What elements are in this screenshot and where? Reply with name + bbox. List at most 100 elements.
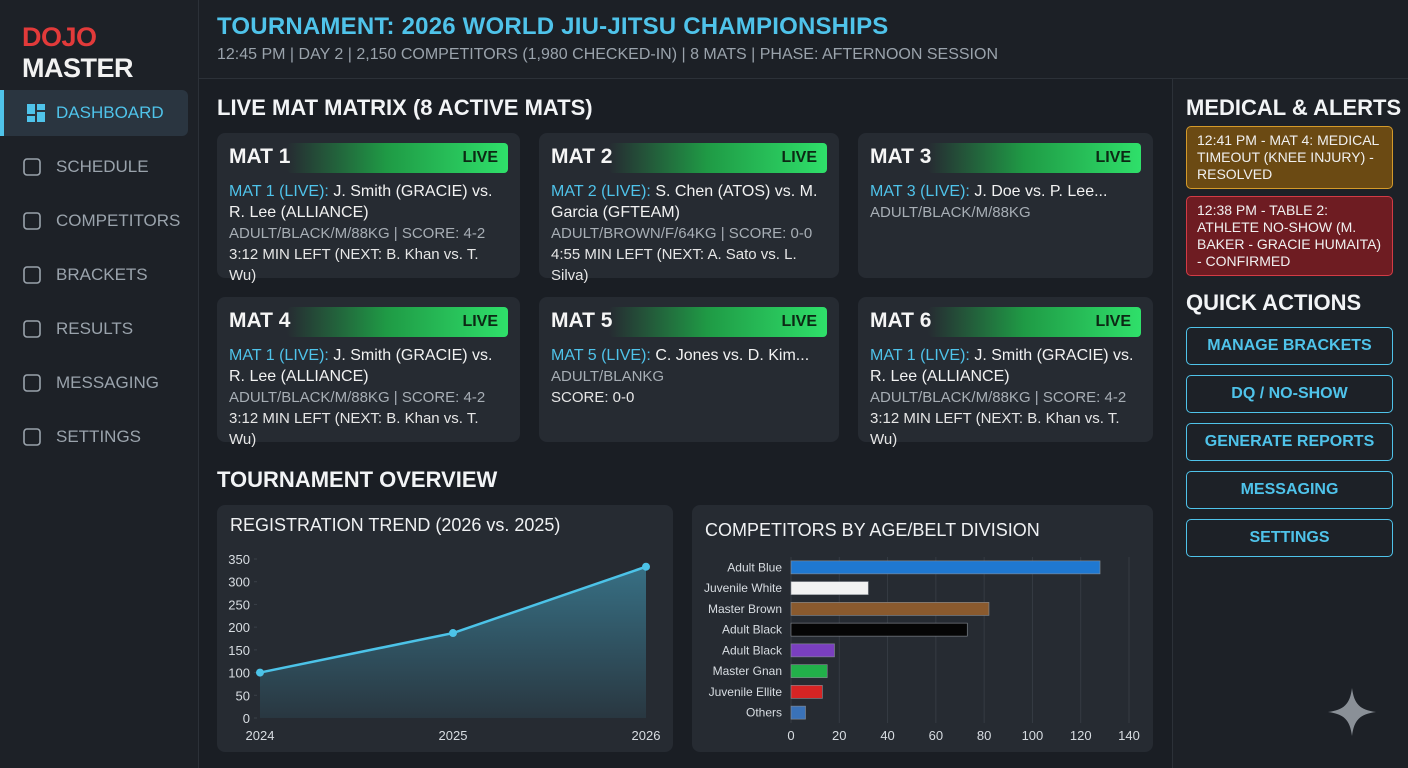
nav-item[interactable]: SCHEDULE <box>0 144 188 190</box>
match-detail: 3:12 MIN LEFT (NEXT: B. Khan vs. T. Wu) <box>229 246 479 284</box>
alert: 12:38 PM - TABLE 2: ATHLETE NO-SHOW (M. … <box>1186 196 1393 276</box>
y-tick-label: 350 <box>228 552 250 567</box>
y-tick-label: Others <box>746 706 782 720</box>
nav-label: SETTINGS <box>56 427 142 446</box>
match-line: MAT 1 (LIVE): J. Smith (GRACIE) vs. R. L… <box>870 345 1141 387</box>
sidebar: DOJO MASTER DASHBOARD SCHEDULE COMPETITORS… <box>0 0 199 768</box>
chart-title: COMPETITORS BY AGE/BELT DIVISION <box>705 520 1040 540</box>
nav-item[interactable]: RESULTS <box>0 306 188 352</box>
x-tick-label: 2026 <box>632 728 661 743</box>
mat-status: LIVE <box>462 313 498 330</box>
match-detail: ADULT/BLACK/M/88KG | SCORE: 4-2 <box>870 389 1127 406</box>
mat-status: LIVE <box>462 149 498 166</box>
match-text: J. Doe vs. P. Lee... <box>974 183 1108 200</box>
y-tick-label: 50 <box>236 688 250 703</box>
y-tick-label: Adult Black <box>722 623 783 637</box>
chart-panel: COMPETITORS BY AGE/BELT DIVISION 0 20 40 60 8… <box>692 505 1153 752</box>
nav-icon <box>23 212 41 230</box>
x-tick-label: 140 <box>1118 728 1140 743</box>
mat-card: MAT 6 LIVE MAT 1 (LIVE): J. Smith (GRACIE)… <box>858 297 1153 448</box>
section-title: MEDICAL & ALERTS <box>1186 95 1402 120</box>
y-tick-label: 300 <box>228 575 250 590</box>
nav-label: RESULTS <box>56 319 134 338</box>
match-lead: MAT 1 (LIVE): <box>870 347 970 364</box>
match-line: MAT 2 (LIVE): S. Chen (ATOS) vs. M. Garc… <box>551 181 827 223</box>
mat-card: MAT 5 LIVE MAT 5 (LIVE): C. Jones vs. D. K… <box>539 297 839 442</box>
point <box>449 629 457 638</box>
match-line: MAT 1 (LIVE): J. Smith (GRACIE) vs. R. L… <box>229 181 508 223</box>
quick-action-button[interactable]: SETTINGS <box>1186 519 1393 557</box>
match-detail: SCORE: 0-0 <box>551 389 635 406</box>
mat-name: MAT 3 <box>870 145 932 168</box>
icon-part <box>23 320 41 338</box>
mat-name: MAT 2 <box>551 145 613 168</box>
nav-item[interactable]: SETTINGS <box>0 414 188 460</box>
x-tick-label: 80 <box>977 728 991 743</box>
brand: DOJO MASTER <box>22 22 198 84</box>
brand-part: DOJO <box>22 22 97 52</box>
line-chart: REGISTRATION TREND (2026 vs. 2025) 0 50 100… <box>228 515 661 743</box>
x-tick-label: 120 <box>1070 728 1092 743</box>
nav-item[interactable]: BRACKETS <box>0 252 188 298</box>
card-header: MAT 3 LIVE <box>870 143 1141 173</box>
nav-icon <box>23 428 41 446</box>
nav-item[interactable]: MESSAGING <box>0 360 188 406</box>
quick-action-button[interactable]: MANAGE BRACKETS <box>1186 327 1393 365</box>
nav-icon <box>23 374 41 392</box>
point <box>642 562 650 571</box>
icon-part <box>23 266 41 284</box>
x-tick-label: 40 <box>880 728 894 743</box>
y-tick-label: 150 <box>228 643 250 658</box>
mat-status: LIVE <box>781 313 817 330</box>
y-tick-label: Juvenile White <box>704 581 782 595</box>
status-bar <box>928 307 1141 337</box>
bar <box>790 685 823 699</box>
match-detail: ADULT/BLACK/M/88KG <box>870 204 1031 221</box>
top-bar <box>199 0 1408 79</box>
bar <box>790 602 990 616</box>
icon-part <box>23 158 41 176</box>
nav-label: DASHBOARD <box>56 103 164 122</box>
nav-label: SCHEDULE <box>56 157 149 176</box>
bar <box>790 622 968 637</box>
mat-name: MAT 6 <box>870 309 932 332</box>
y-tick-label: 250 <box>228 597 250 612</box>
y-tick-label: 0 <box>243 711 250 726</box>
match-lead: MAT 3 (LIVE): <box>870 183 970 200</box>
nav-icon <box>23 266 41 284</box>
quick-action-button[interactable]: MESSAGING <box>1186 471 1393 509</box>
y-tick-label: Adult Black <box>722 643 783 657</box>
card-header: MAT 1 LIVE <box>229 143 508 173</box>
y-tick-label: Juvenile Ellite <box>709 685 783 699</box>
icon-part <box>27 104 35 114</box>
y-tick-label: 100 <box>228 666 250 681</box>
mat-card: MAT 1 LIVE MAT 1 (LIVE): J. Smith (GRACIE)… <box>217 133 520 284</box>
status-bar <box>609 307 827 337</box>
y-tick-label: Master Brown <box>708 602 782 616</box>
quick-action-button[interactable]: DQ / NO-SHOW <box>1186 375 1393 413</box>
icon-part <box>23 374 41 392</box>
nav-item[interactable]: COMPETITORS <box>0 198 188 244</box>
match-detail: ADULT/BROWN/F/64KG | SCORE: 0-0 <box>551 225 813 242</box>
x-tick-label: 60 <box>929 728 943 743</box>
icon-part <box>23 212 41 230</box>
match-lead: MAT 5 (LIVE): <box>551 347 651 364</box>
match-text: S. Chen (ATOS) vs. M. Garcia (GFTEAM) <box>551 183 818 221</box>
y-tick-label: Master Gnan <box>713 664 782 678</box>
card-header: MAT 2 LIVE <box>551 143 827 173</box>
match-detail: ADULT/BLACK/M/88KG | SCORE: 4-2 <box>229 225 486 242</box>
nav-icon <box>23 320 41 338</box>
area <box>260 566 646 718</box>
mat-name: MAT 1 <box>229 145 291 168</box>
match-line: MAT 1 (LIVE): J. Smith (GRACIE) vs. R. L… <box>229 345 508 387</box>
x-tick-label: 2024 <box>246 728 275 743</box>
mat-card: MAT 3 LIVE MAT 3 (LIVE): J. Doe vs. P. Lee… <box>858 133 1153 278</box>
x-tick-label: 2025 <box>439 728 468 743</box>
x-tick-label: 0 <box>787 728 794 743</box>
quick-action-button[interactable]: GENERATE REPORTS <box>1186 423 1393 461</box>
chart-panel: REGISTRATION TREND (2026 vs. 2025) 0 50 100… <box>217 505 673 752</box>
nav-item[interactable]: DASHBOARD <box>0 90 188 136</box>
mat-name: MAT 4 <box>229 309 291 332</box>
mat-status: LIVE <box>1095 149 1131 166</box>
